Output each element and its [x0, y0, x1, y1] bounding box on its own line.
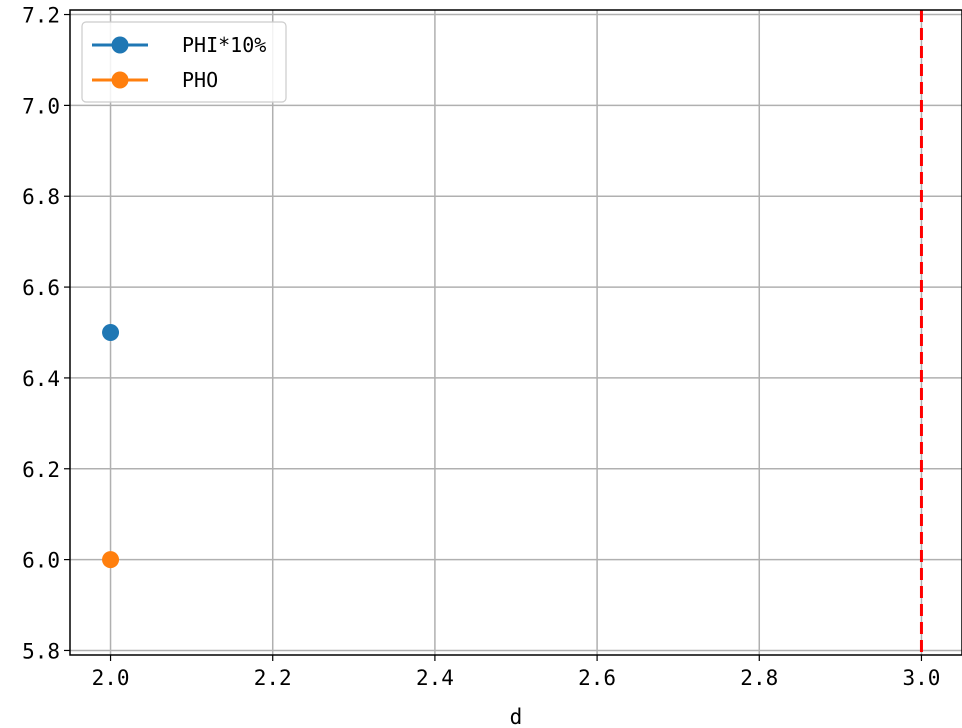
data-point: [102, 324, 120, 341]
y-tick-label: 6.2: [22, 458, 60, 482]
axis-ticks: 2.0 2.2 2.4 2.6 2.8 3.0 5.8 6.0 6.2 6.4 6.6 6.8 7.0 7…: [22, 4, 940, 690]
x-tick-label: 3.0: [902, 666, 940, 690]
legend-marker: [111, 71, 129, 89]
series-0: [102, 324, 120, 341]
x-tick-label: 2.2: [254, 666, 292, 690]
x-tick-label: 2.8: [740, 666, 778, 690]
y-tick-label: 6.6: [22, 276, 60, 300]
y-tick-label: 7.0: [22, 94, 60, 118]
data-point: [102, 551, 120, 569]
grid: [70, 10, 962, 655]
legend-box: [81, 21, 287, 103]
y-tick-label: 6.4: [22, 367, 60, 391]
series-1: [102, 551, 120, 569]
x-tick-label: 2.4: [416, 666, 454, 690]
data-series: [102, 324, 120, 569]
x-axis-label: d: [510, 705, 523, 728]
legend-label: PHI*10%: [182, 33, 266, 57]
legend-marker: [111, 36, 129, 54]
legend-label: PHO: [182, 68, 218, 92]
legend: PHI*10% PHO: [81, 21, 287, 103]
y-tick-label: 6.8: [22, 185, 60, 209]
axes-frame: [69, 9, 962, 656]
y-tick-label: 7.2: [22, 4, 60, 28]
x-tick-label: 2.0: [92, 666, 130, 690]
y-tick-label: 6.0: [22, 549, 60, 573]
y-tick-label: 5.8: [22, 639, 60, 663]
x-tick-label: 2.6: [578, 666, 616, 690]
